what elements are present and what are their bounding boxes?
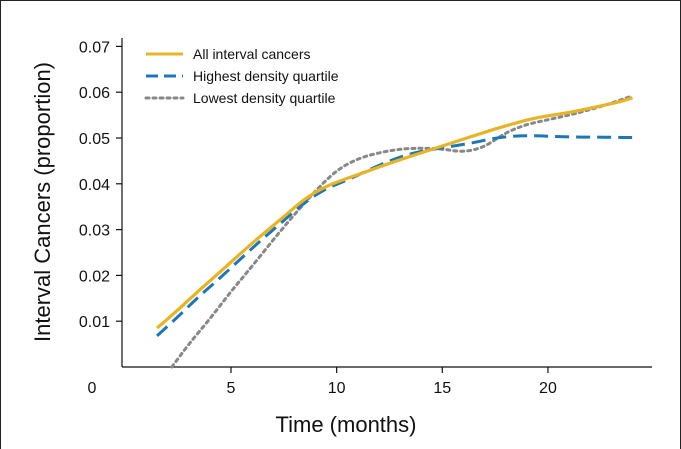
x-ticks: 0 5 10 15 20 [88, 367, 557, 397]
legend-label: All interval cancers [193, 46, 311, 62]
y-tick-label: 0.07 [79, 39, 110, 56]
y-tick-label: 0.05 [79, 131, 110, 148]
series-layer [155, 94, 634, 369]
y-tick-label: 0.03 [79, 223, 110, 240]
y-ticks: 0.01 0.02 0.03 0.04 0.05 0.06 0.07 [79, 39, 122, 331]
series-line-all-interval-cancers [155, 96, 634, 330]
axes [121, 38, 652, 368]
y-tick-label: 0.02 [79, 268, 110, 285]
legend-label: Lowest density quartile [193, 90, 336, 106]
x-tick-label: 20 [539, 380, 557, 397]
series-line-highest-density-quartile [155, 134, 633, 338]
x-tick-label: 5 [227, 380, 236, 397]
legend-label: Highest density quartile [193, 68, 339, 84]
x-tick-label: 10 [328, 380, 346, 397]
series-line-lowest-density-quartile [170, 94, 634, 369]
x-axis-title: Time (months) [276, 412, 417, 437]
y-axis-title: Interval Cancers (proportion) [30, 62, 55, 342]
x-tick-label: 0 [88, 380, 97, 397]
y-tick-label: 0.04 [79, 177, 110, 194]
y-tick-label: 0.01 [79, 314, 110, 331]
y-tick-label: 0.06 [79, 85, 110, 102]
x-tick-label: 15 [433, 380, 451, 397]
legend: All interval cancers Highest density quar… [144, 46, 339, 106]
